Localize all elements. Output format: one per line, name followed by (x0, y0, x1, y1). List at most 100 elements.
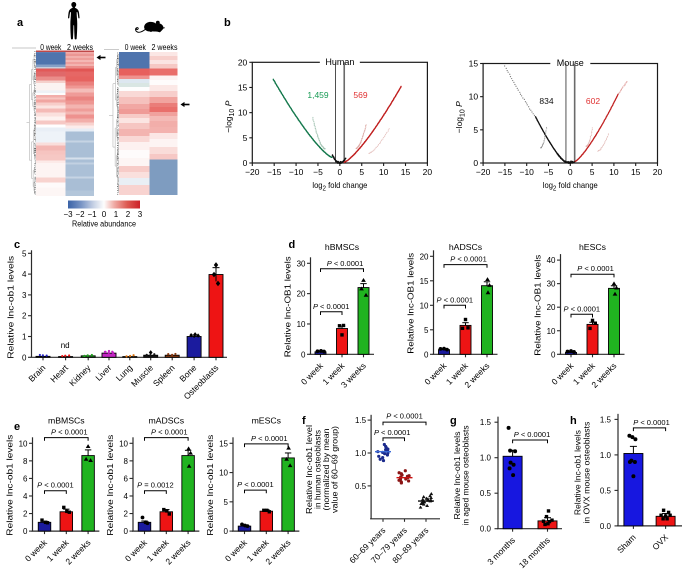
svg-text:0.5: 0.5 (480, 489, 492, 498)
svg-text:0.5: 0.5 (355, 482, 367, 491)
svg-text:0: 0 (424, 350, 429, 359)
svg-text:4: 4 (124, 492, 129, 501)
svg-text:2: 2 (126, 210, 131, 219)
svg-text:(normalized by mean: (normalized by mean (322, 428, 331, 510)
svg-text:1.0: 1.0 (600, 451, 612, 460)
svg-text:mESCs: mESCs (252, 416, 282, 426)
svg-text:P < 0.0001: P < 0.0001 (577, 264, 614, 273)
svg-text:P < 0.0001: P < 0.0001 (564, 304, 601, 313)
svg-text:0: 0 (338, 167, 343, 177)
svg-text:Relative lnc-OB1 levels: Relative lnc-OB1 levels (284, 256, 293, 357)
svg-text:1: 1 (114, 210, 119, 219)
svg-text:−10: −10 (519, 167, 534, 177)
svg-text:1.0: 1.0 (480, 454, 492, 463)
svg-text:0: 0 (473, 158, 478, 168)
svg-text:2 weeks: 2 weeks (152, 43, 178, 52)
svg-text:6: 6 (23, 474, 28, 483)
svg-text:P < 0.0001: P < 0.0001 (313, 302, 350, 311)
svg-text:0: 0 (551, 350, 556, 359)
svg-text:c: c (14, 239, 20, 251)
svg-text:mADSCs: mADSCs (148, 416, 184, 426)
svg-text:Relative lnc-ob1 levels: Relative lnc-ob1 levels (6, 435, 15, 536)
svg-text:P = 0.0012: P = 0.0012 (137, 481, 174, 490)
svg-text:0 week: 0 week (125, 43, 147, 52)
svg-text:5: 5 (424, 326, 429, 335)
svg-text:0: 0 (124, 527, 129, 536)
svg-text:hESCs: hESCs (579, 242, 607, 252)
svg-text:2 weeks: 2 weeks (67, 43, 93, 52)
svg-text:Relative lnc-ob1 levels: Relative lnc-ob1 levels (106, 435, 115, 536)
svg-text:−20: −20 (245, 167, 260, 177)
svg-text:Mouse: Mouse (557, 58, 584, 68)
svg-text:15: 15 (631, 167, 641, 177)
svg-text:P < 0.0001: P < 0.0001 (450, 255, 487, 264)
svg-text:e: e (14, 421, 20, 433)
svg-text:15: 15 (401, 167, 411, 177)
svg-text:0: 0 (102, 210, 107, 219)
svg-text:1.0: 1.0 (355, 449, 367, 458)
svg-text:20: 20 (547, 303, 556, 312)
svg-text:−20: −20 (476, 167, 491, 177)
svg-text:P < 0.0001: P < 0.0001 (374, 428, 411, 437)
svg-text:nd: nd (61, 341, 70, 350)
svg-text:20: 20 (297, 290, 306, 299)
svg-text:0.5: 0.5 (600, 486, 612, 495)
svg-text:1.5: 1.5 (355, 416, 367, 425)
svg-text:5: 5 (590, 167, 595, 177)
svg-text:Relative lnc-OB1 levels: Relative lnc-OB1 levels (534, 255, 543, 356)
svg-text:0 week: 0 week (40, 43, 62, 52)
svg-text:3: 3 (22, 291, 27, 300)
svg-text:P < 0.0001: P < 0.0001 (251, 434, 288, 443)
svg-text:20: 20 (238, 57, 248, 67)
svg-text:20: 20 (423, 167, 433, 177)
svg-text:8: 8 (23, 457, 28, 466)
svg-text:Relative lnc-ob1 levels: Relative lnc-ob1 levels (574, 430, 583, 515)
svg-text:Relative lnc-ob1 levels: Relative lnc-ob1 levels (206, 435, 215, 536)
svg-text:P < 0.0001: P < 0.0001 (633, 418, 670, 427)
svg-text:−15: −15 (267, 167, 282, 177)
svg-text:in aged mouse osteoblasts: in aged mouse osteoblasts (461, 425, 470, 525)
svg-text:Relative lnc-ob1 levels: Relative lnc-ob1 levels (7, 256, 16, 359)
svg-text:10: 10 (420, 301, 429, 310)
svg-text:8: 8 (124, 457, 129, 466)
svg-text:mBMSCs: mBMSCs (48, 416, 85, 426)
svg-text:in OVX mouse osteoblasts: in OVX mouse osteoblasts (582, 422, 591, 524)
svg-text:0: 0 (22, 353, 27, 362)
svg-text:hADSCs: hADSCs (449, 242, 483, 252)
svg-text:1: 1 (22, 333, 27, 342)
svg-text:log2 fold change: log2 fold change (543, 180, 598, 193)
svg-text:Relative lnc-ob1 levels: Relative lnc-ob1 levels (453, 431, 462, 519)
svg-text:20: 20 (420, 252, 429, 261)
svg-text:P < 0.0001: P < 0.0001 (51, 428, 88, 437)
svg-text:30: 30 (547, 280, 556, 289)
svg-text:−5: −5 (313, 167, 323, 177)
svg-text:P < 0.0001: P < 0.0001 (237, 480, 274, 489)
svg-text:4: 4 (23, 492, 28, 501)
svg-text:0: 0 (23, 527, 28, 536)
svg-text:a: a (17, 17, 24, 29)
svg-text:5: 5 (473, 125, 478, 135)
svg-text:20: 20 (653, 167, 663, 177)
svg-text:−log10 P: −log10 P (223, 100, 236, 132)
svg-text:Human: Human (325, 57, 354, 67)
svg-text:−1: −1 (87, 210, 97, 219)
svg-text:4: 4 (22, 270, 27, 279)
svg-text:P < 0.0001: P < 0.0001 (386, 412, 423, 421)
svg-text:15: 15 (219, 439, 228, 448)
svg-text:10: 10 (238, 108, 248, 118)
svg-text:0.0: 0.0 (480, 525, 492, 534)
svg-text:10: 10 (297, 320, 306, 329)
svg-text:P < 0.0001: P < 0.0001 (437, 295, 474, 304)
svg-text:0: 0 (568, 167, 573, 177)
svg-text:10: 10 (19, 439, 28, 448)
svg-text:6: 6 (124, 474, 129, 483)
svg-text:1.5: 1.5 (480, 418, 492, 427)
svg-text:5: 5 (243, 133, 248, 143)
svg-text:0: 0 (301, 350, 306, 359)
svg-text:−3: −3 (63, 210, 73, 219)
svg-text:−2: −2 (75, 210, 85, 219)
svg-text:b: b (224, 17, 231, 29)
svg-text:5: 5 (359, 167, 364, 177)
svg-text:602: 602 (586, 96, 600, 106)
svg-text:−log10 P: −log10 P (454, 101, 467, 133)
